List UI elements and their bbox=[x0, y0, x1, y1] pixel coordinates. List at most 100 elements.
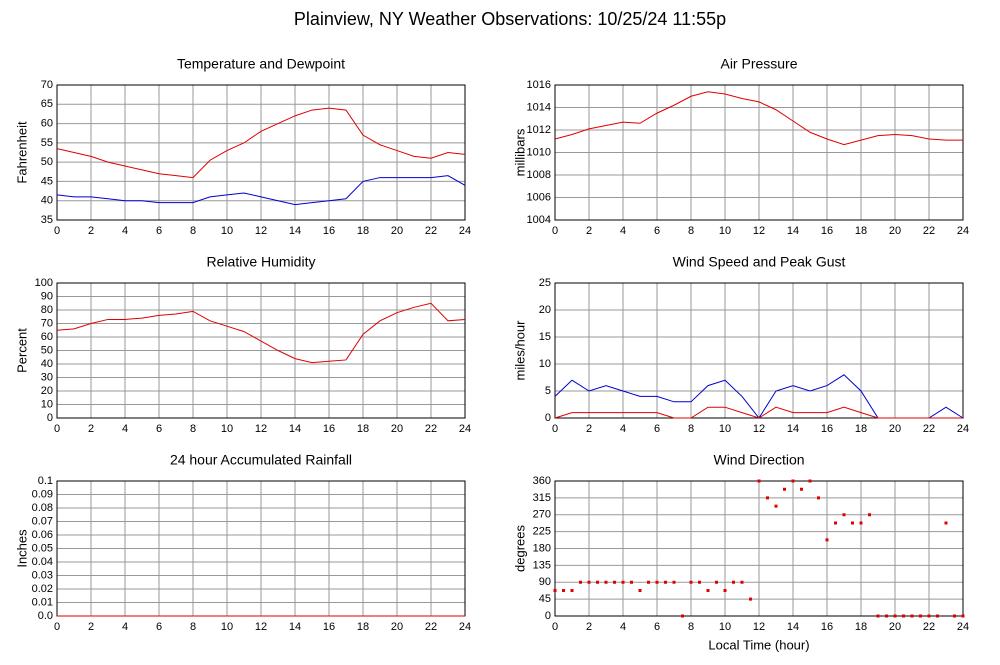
y-tick-label: 90 bbox=[41, 290, 53, 302]
data-point bbox=[613, 580, 616, 584]
y-tick-label: 1014 bbox=[527, 101, 551, 113]
x-tick-label: 14 bbox=[289, 621, 301, 633]
y-tick-label: 0 bbox=[545, 412, 551, 424]
y-tick-label: 1012 bbox=[527, 124, 551, 136]
x-tick-label: 16 bbox=[323, 423, 335, 435]
x-tick-label: 20 bbox=[889, 225, 901, 237]
chart-title: Wind Speed and Peak Gust bbox=[673, 254, 846, 270]
y-tick-label: 45 bbox=[539, 593, 551, 605]
y-axis-label: Inches bbox=[14, 529, 29, 568]
x-tick-label: 4 bbox=[122, 621, 128, 633]
x-tick-label: 6 bbox=[654, 423, 660, 435]
x-tick-label: 4 bbox=[122, 423, 128, 435]
x-tick-label: 10 bbox=[719, 225, 731, 237]
data-line bbox=[554, 91, 963, 146]
y-tick-label: 0.05 bbox=[32, 542, 53, 554]
y-tick-label: 270 bbox=[533, 509, 551, 521]
y-tick-label: 55 bbox=[41, 137, 53, 149]
data-point bbox=[757, 479, 761, 483]
data-point bbox=[893, 614, 897, 618]
data-point bbox=[800, 487, 803, 491]
y-tick-label: 40 bbox=[41, 195, 53, 207]
y-axis-label: millibars bbox=[512, 128, 527, 176]
x-tick-label: 6 bbox=[654, 225, 660, 237]
x-tick-label: 2 bbox=[586, 225, 592, 237]
data-point bbox=[579, 580, 582, 584]
y-tick-label: 0.1 bbox=[38, 475, 53, 487]
data-point bbox=[953, 614, 956, 618]
data-point bbox=[851, 521, 854, 525]
y-tick-label: 315 bbox=[533, 492, 551, 504]
x-tick-label: 22 bbox=[923, 423, 935, 435]
y-tick-label: 0.03 bbox=[32, 569, 53, 581]
chart-title: Wind Direction bbox=[713, 452, 804, 468]
x-tick-label: 20 bbox=[889, 621, 901, 633]
data-point bbox=[885, 614, 888, 618]
x-tick-label: 16 bbox=[323, 621, 335, 633]
x-tick-label: 10 bbox=[221, 621, 233, 633]
y-tick-label: 35 bbox=[41, 214, 53, 226]
data-point bbox=[834, 521, 837, 525]
y-tick-label: 10 bbox=[41, 398, 53, 410]
data-point bbox=[944, 521, 948, 525]
y-tick-label: 1016 bbox=[527, 79, 551, 91]
data-point bbox=[655, 580, 659, 584]
x-tick-label: 20 bbox=[391, 621, 403, 633]
x-tick-label: 10 bbox=[719, 621, 731, 633]
data-point bbox=[672, 580, 676, 584]
y-tick-label: 1008 bbox=[527, 169, 551, 181]
data-point bbox=[630, 580, 633, 584]
y-tick-label: 5 bbox=[545, 385, 551, 397]
x-tick-label: 24 bbox=[459, 621, 471, 633]
data-point bbox=[774, 504, 778, 508]
y-tick-label: 10 bbox=[539, 358, 551, 370]
x-tick-label: 8 bbox=[190, 423, 196, 435]
data-point bbox=[681, 614, 684, 618]
data-point bbox=[647, 580, 650, 584]
data-point bbox=[570, 589, 574, 592]
plot-frame bbox=[56, 84, 466, 221]
x-tick-label: 20 bbox=[391, 423, 403, 435]
x-tick-label: 2 bbox=[88, 225, 94, 237]
x-tick-label: 12 bbox=[255, 423, 267, 435]
y-tick-label: 360 bbox=[533, 475, 551, 487]
x-tick-label: 10 bbox=[221, 423, 233, 435]
x-tick-label: 14 bbox=[787, 423, 799, 435]
plot-frame bbox=[56, 282, 466, 419]
x-tick-label: 22 bbox=[425, 423, 437, 435]
page-title: Plainview, NY Weather Observations: 10/2… bbox=[294, 9, 726, 29]
x-tick-label: 14 bbox=[787, 225, 799, 237]
y-tick-label: 180 bbox=[533, 542, 551, 554]
y-tick-label: 20 bbox=[41, 385, 53, 397]
x-tick-label: 16 bbox=[821, 225, 833, 237]
x-tick-label: 18 bbox=[357, 621, 369, 633]
data-point bbox=[766, 496, 769, 500]
data-line bbox=[56, 175, 466, 206]
y-tick-label: 0.0 bbox=[38, 610, 53, 622]
y-tick-label: 80 bbox=[41, 304, 53, 316]
y-axis-label: Fahrenheit bbox=[14, 121, 29, 184]
x-tick-label: 14 bbox=[787, 621, 799, 633]
plot-frame bbox=[554, 84, 964, 221]
data-point bbox=[689, 580, 693, 584]
y-tick-label: 0.06 bbox=[32, 529, 53, 541]
y-tick-label: 25 bbox=[539, 277, 551, 289]
data-line bbox=[554, 406, 963, 419]
data-point bbox=[638, 589, 642, 592]
data-point bbox=[604, 580, 608, 584]
x-tick-label: 24 bbox=[957, 225, 969, 237]
chart-title: Air Pressure bbox=[720, 56, 797, 72]
x-tick-label: 10 bbox=[719, 423, 731, 435]
y-tick-label: 0 bbox=[47, 412, 53, 424]
x-tick-label: 22 bbox=[425, 225, 437, 237]
x-tick-label: 24 bbox=[459, 423, 471, 435]
data-point bbox=[825, 538, 829, 542]
chart-title: Temperature and Dewpoint bbox=[177, 56, 345, 72]
y-tick-label: 1004 bbox=[527, 214, 551, 226]
data-point bbox=[842, 513, 846, 517]
y-tick-label: 60 bbox=[41, 331, 53, 343]
data-point bbox=[868, 513, 871, 517]
y-tick-label: 60 bbox=[41, 117, 53, 129]
data-point bbox=[562, 589, 565, 592]
x-tick-label: 6 bbox=[654, 621, 660, 633]
